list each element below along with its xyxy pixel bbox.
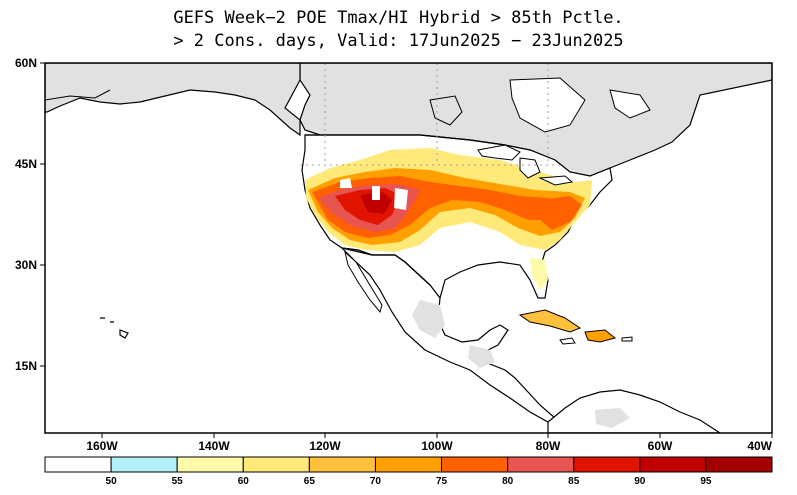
hispaniola-island [584, 329, 617, 343]
colorbar-segment [242, 456, 310, 473]
heat-probability-shading [305, 148, 592, 290]
masked-region [595, 408, 630, 428]
alaska-peninsula [45, 89, 111, 101]
lat-label: 60N [15, 56, 37, 70]
colorbar-segment [374, 456, 443, 473]
map-plot-area [45, 63, 772, 433]
colorbar-segment [308, 456, 376, 473]
arctic-island [609, 89, 651, 119]
cuba-island [518, 309, 582, 333]
us-canada-border [305, 134, 506, 146]
south-america-landmass [547, 389, 722, 433]
lon-label: 140W [198, 439, 230, 453]
shade-95-plus [360, 192, 392, 214]
baja-california [344, 250, 383, 314]
colorbar-segment [44, 456, 112, 473]
latitude-axis [40, 62, 45, 367]
lat-label: 15N [15, 359, 37, 373]
colorbar-label: 65 [304, 476, 316, 487]
masked-region [412, 300, 445, 338]
arctic-island [429, 95, 463, 126]
lon-label: 100W [421, 439, 453, 453]
colorbar-segment [441, 456, 509, 473]
colorbar-segment [110, 456, 178, 473]
mexico-landmass [340, 247, 557, 423]
colorbar-segment [507, 456, 575, 473]
lon-label: 120W [309, 439, 341, 453]
colorbar-label: 95 [700, 476, 712, 487]
lon-label: 60W [648, 439, 673, 453]
hawaii-islands [100, 317, 129, 339]
colorbar: 50 55 60 65 70 75 80 85 90 95 [44, 456, 773, 487]
colorbar-label: 60 [238, 476, 250, 487]
colorbar-segment [176, 456, 244, 473]
colorbar-label: 75 [436, 476, 448, 487]
masked-region [468, 345, 495, 368]
alaska-landmass [45, 63, 301, 137]
colorbar-segment [573, 456, 641, 473]
colorbar-label: 70 [370, 476, 382, 487]
shade-florida [530, 258, 548, 290]
colorbar-label: 80 [502, 476, 514, 487]
lat-lon-grid [300, 63, 560, 166]
colorbar-label: 50 [106, 476, 118, 487]
lat-label: 30N [15, 258, 37, 272]
colorbar-label: 55 [172, 476, 184, 487]
colorbar-label: 90 [634, 476, 646, 487]
map-title-line-1: GEFS Week−2 POE Tmax/HI Hybrid > 85th Pc… [173, 8, 624, 28]
colorbar-segment [705, 456, 773, 473]
lat-label: 45N [15, 157, 37, 171]
lon-label: 80W [536, 439, 561, 453]
colorbar-segment [639, 456, 707, 473]
lon-label: 40W [747, 439, 772, 453]
masked-hole [394, 188, 408, 210]
us-mexico-border [341, 247, 431, 286]
masked-hole [372, 186, 380, 200]
lon-label: 160W [86, 439, 118, 453]
map-title-line-2: > 2 Cons. days, Valid: 17Jun2025 − 23Jun… [173, 31, 624, 51]
jamaica-island [559, 337, 576, 345]
longitude-axis [101, 433, 773, 438]
map-frame [44, 62, 773, 434]
colorbar-label: 85 [568, 476, 580, 487]
masked-hole [340, 178, 352, 188]
puerto-rico-island [621, 336, 633, 342]
shade-east-coast [538, 196, 582, 230]
